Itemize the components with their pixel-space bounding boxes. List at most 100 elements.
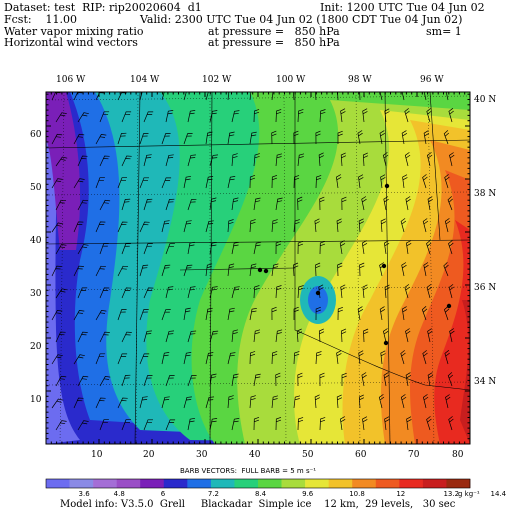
wind-barb bbox=[183, 307, 191, 321]
city-markers bbox=[257, 183, 452, 346]
wind-barb bbox=[95, 221, 106, 233]
wind-barb bbox=[319, 109, 326, 123]
wind-barb bbox=[319, 196, 325, 211]
wind-barb bbox=[448, 416, 454, 431]
wind-barb bbox=[227, 92, 230, 101]
wind-barb bbox=[187, 198, 197, 211]
wind-barb bbox=[51, 265, 62, 277]
wind-barb bbox=[423, 130, 430, 145]
wind-barb bbox=[231, 418, 240, 431]
wind-barb bbox=[426, 284, 433, 299]
wind-barb bbox=[121, 198, 131, 211]
wind-barb bbox=[423, 394, 429, 409]
wind-barb bbox=[337, 92, 339, 101]
wind-barb bbox=[293, 262, 299, 277]
wind-barb bbox=[293, 395, 301, 409]
wind-barb bbox=[51, 354, 63, 365]
wind-barb bbox=[444, 218, 451, 233]
wind-barb bbox=[161, 309, 171, 321]
wind-barb bbox=[404, 284, 410, 299]
wind-barb bbox=[117, 132, 127, 145]
wind-barb bbox=[73, 354, 85, 365]
wind-barb bbox=[383, 196, 389, 211]
colorbar-tick-label: 10.8 bbox=[349, 490, 365, 498]
wind-barb bbox=[55, 156, 68, 167]
wind-barb bbox=[426, 240, 432, 255]
wind-barb bbox=[380, 174, 386, 189]
wind-barb bbox=[271, 130, 277, 145]
wind-barb bbox=[227, 307, 235, 321]
wind-barb bbox=[51, 133, 63, 145]
wind-barb bbox=[209, 418, 218, 431]
wind-barb bbox=[297, 153, 305, 167]
wind-barb bbox=[55, 288, 67, 299]
colorbar-swatch bbox=[446, 479, 471, 488]
wind-barb bbox=[271, 219, 278, 233]
wind-barb bbox=[379, 130, 385, 145]
wind-barb bbox=[337, 130, 343, 144]
wind-barb bbox=[205, 176, 214, 189]
wind-barb bbox=[423, 92, 427, 101]
wind-barb bbox=[165, 330, 175, 343]
wind-barb bbox=[358, 350, 364, 365]
wind-barb bbox=[275, 240, 281, 255]
wind-barb bbox=[161, 264, 171, 277]
colorbar-tick-label: 8.4 bbox=[255, 490, 267, 498]
wind-barb bbox=[447, 196, 453, 211]
wind-barb bbox=[139, 177, 149, 189]
wind-barb bbox=[249, 351, 256, 365]
wind-barb bbox=[143, 287, 154, 299]
wind-barb bbox=[139, 309, 149, 321]
wind-barb bbox=[445, 394, 451, 409]
wind-barb bbox=[99, 155, 110, 167]
field2-name: Horizontal wind vectors bbox=[4, 36, 138, 49]
wind-barb bbox=[275, 109, 282, 123]
wind-barb bbox=[445, 92, 449, 101]
wind-barb bbox=[361, 372, 367, 387]
wind-barb bbox=[427, 328, 433, 343]
wind-barb bbox=[117, 177, 127, 189]
wind-barb bbox=[77, 112, 89, 123]
wind-barb bbox=[165, 110, 174, 123]
valid-time-label: Valid: 2300 UTC Tue 04 Jun 02 (1800 CDT … bbox=[140, 13, 463, 26]
wind-barb bbox=[443, 130, 450, 145]
lon-label-98w: 98 W bbox=[348, 75, 372, 85]
wind-barb bbox=[443, 262, 449, 277]
wind-barb bbox=[121, 243, 131, 255]
wind-barb bbox=[404, 108, 410, 123]
wind-barb bbox=[231, 329, 238, 343]
wind-barb bbox=[249, 219, 256, 233]
wind-barb bbox=[205, 396, 215, 409]
field2-level: at pressure = 850 hPa bbox=[208, 36, 340, 49]
model-info-label: Model info: V3.5.0 Grell Blackadar Simpl… bbox=[60, 499, 456, 510]
colorbar-swatch bbox=[234, 479, 259, 488]
wind-barb bbox=[73, 310, 85, 321]
wind-barb bbox=[444, 174, 450, 189]
wind-barb bbox=[165, 198, 175, 211]
wind-barb bbox=[55, 331, 66, 343]
wind-barb bbox=[271, 306, 277, 321]
wind-barb bbox=[271, 263, 279, 277]
wind-barb bbox=[427, 152, 433, 167]
grid-x-label-30: 30 bbox=[196, 450, 208, 460]
wind-barb bbox=[183, 396, 192, 409]
wind-barb bbox=[271, 174, 278, 189]
wind-barb bbox=[143, 330, 152, 343]
wind-barb bbox=[253, 109, 260, 123]
wind-barb bbox=[319, 417, 326, 431]
wind-barb bbox=[187, 241, 195, 255]
wind-barb bbox=[341, 372, 347, 386]
wind-barb bbox=[379, 92, 383, 101]
colorbar-tick-label: 12 bbox=[396, 490, 406, 498]
wind-barb bbox=[358, 218, 364, 233]
wind-barb bbox=[358, 394, 365, 409]
wind-barb bbox=[297, 196, 303, 211]
wind-barb bbox=[139, 92, 146, 101]
wind-barb bbox=[314, 218, 320, 233]
wind-barb bbox=[318, 152, 324, 167]
wind-barb bbox=[51, 310, 63, 321]
colorbar-swatch bbox=[140, 479, 165, 488]
wind-barb bbox=[404, 152, 411, 167]
wind-barb bbox=[121, 374, 131, 387]
